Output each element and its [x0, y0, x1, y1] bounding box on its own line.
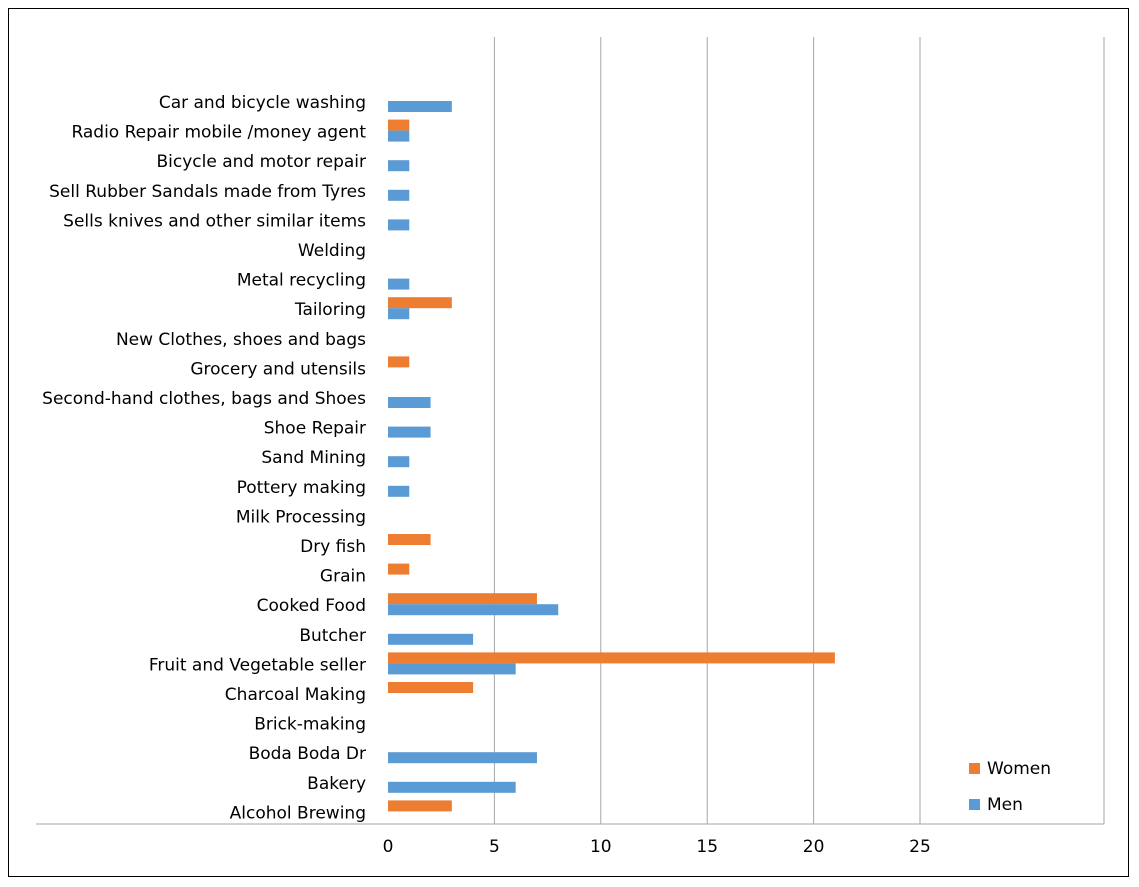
bar-women	[388, 119, 410, 131]
x-tick-label: 10	[590, 837, 612, 857]
category-label: Charcoal Making	[225, 685, 366, 705]
category-label: Grocery and utensils	[190, 359, 366, 379]
bar-women	[388, 682, 474, 693]
bar-men	[388, 160, 410, 172]
bar-men	[388, 219, 410, 231]
category-label: Car and bicycle washing	[159, 93, 366, 113]
legend-swatch	[969, 799, 980, 810]
bar-men	[388, 278, 410, 290]
bar-men	[388, 663, 516, 675]
category-label: Cooked Food	[257, 596, 366, 616]
legend-swatch	[969, 763, 980, 774]
category-label: Dry fish	[300, 537, 366, 557]
category-label: Butcher	[299, 626, 366, 646]
category-label: Metal recycling	[237, 271, 366, 291]
x-tick-label: 15	[696, 837, 718, 857]
bar-women	[388, 800, 452, 812]
category-label: New Clothes, shoes and bags	[116, 330, 366, 350]
category-label: Milk Processing	[236, 507, 366, 527]
category-label: Welding	[298, 241, 366, 261]
bar-men	[388, 781, 516, 793]
x-tick-label: 20	[803, 837, 825, 857]
category-label: Boda Boda Dr	[249, 744, 366, 764]
bar-men	[388, 101, 452, 112]
category-label: Second-hand clothes, bags and Shoes	[42, 389, 366, 409]
bar-women	[388, 356, 410, 368]
legend-label: Women	[987, 759, 1051, 779]
category-label: Tailoring	[294, 300, 366, 320]
category-label: Shoe Repair	[264, 419, 366, 439]
bar-women	[388, 652, 835, 664]
bar-women	[388, 534, 431, 545]
category-label: Alcohol Brewing	[230, 803, 366, 823]
category-label: Sand Mining	[261, 448, 366, 468]
category-label: Sells knives and other similar items	[63, 211, 366, 231]
category-label: Pottery making	[237, 478, 366, 498]
bar-men	[388, 189, 410, 201]
gridlines	[493, 37, 1105, 824]
chart-frame	[8, 8, 1129, 877]
bar-men	[388, 752, 537, 764]
bar-men	[388, 604, 559, 616]
x-tick-label: 5	[489, 837, 500, 857]
legend-label: Men	[987, 795, 1023, 815]
category-labels: Car and bicycle washing Radio Repair mobi…	[42, 93, 366, 823]
bar-men	[388, 397, 431, 408]
bar-men	[388, 485, 410, 497]
category-label: Brick-making	[254, 715, 366, 735]
category-label: Bakery	[307, 774, 366, 794]
category-label: Grain	[320, 567, 366, 587]
category-label: Fruit and Vegetable seller	[149, 655, 366, 675]
bar-men	[388, 456, 410, 468]
category-label: Bicycle and motor repair	[156, 152, 366, 172]
bar-men	[388, 308, 410, 320]
x-tick-label: 0	[383, 837, 394, 857]
bar-women	[388, 563, 410, 575]
category-label: Sell Rubber Sandals made from Tyres	[49, 182, 366, 202]
bar-women	[388, 593, 537, 605]
bar-women	[388, 297, 452, 309]
x-tick-labels: 0 5 10 15 20 25	[383, 837, 931, 857]
bar-men	[388, 426, 431, 438]
x-tick-label: 25	[909, 837, 931, 857]
bars	[388, 101, 835, 812]
legend: Women Men	[969, 759, 1051, 815]
category-label: Radio Repair mobile /money agent	[71, 123, 366, 143]
bar-men	[388, 130, 410, 142]
bar-men	[388, 633, 474, 645]
